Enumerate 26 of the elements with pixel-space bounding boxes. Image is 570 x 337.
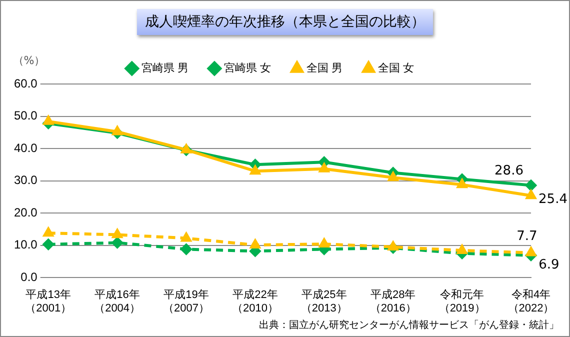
data-label: 25.4	[538, 192, 568, 208]
y-tick-label: 60.0	[14, 76, 38, 90]
x-tick-label: 令和4年（2022）	[508, 288, 554, 314]
legend-label: 全国 男	[306, 62, 343, 75]
legend-label: 宮崎県 女	[224, 62, 272, 75]
y-tick-label: 30.0	[14, 173, 38, 188]
x-tick-label: 平成25年（2013）	[300, 288, 348, 314]
x-tick-label: 平成22年（2010）	[232, 288, 278, 314]
x-tick-label: 令和元年（2019）	[438, 288, 486, 314]
data-label: 28.6	[494, 164, 524, 179]
chart-title: 成人喫煙率の年次推移（本県と全国の比較）	[137, 9, 433, 35]
y-axis-title: （%）	[12, 54, 46, 67]
x-tick-label: 平成16年（2004）	[94, 288, 141, 314]
y-tick-label: 0.0	[20, 270, 38, 284]
y-tick-label: 40.0	[14, 140, 38, 155]
legend-label: 全国 女	[378, 62, 414, 75]
source-note: 出典：国立がん研究センターがん情報サービス「がん登録・統計」	[259, 318, 559, 332]
legend-label: 宮崎県 男	[141, 62, 188, 75]
data-label: 6.9	[538, 258, 560, 273]
y-tick-label: 10.0	[14, 238, 38, 252]
data-label: 7.7	[516, 229, 538, 244]
y-tick-label: 50.0	[14, 108, 38, 123]
x-tick-label: 平成19年（2007）	[163, 288, 210, 314]
y-tick-label: 20.0	[14, 205, 38, 220]
x-tick-label: 平成13年（2001）	[25, 288, 72, 314]
x-tick-label: 平成28年（2016）	[370, 288, 416, 314]
